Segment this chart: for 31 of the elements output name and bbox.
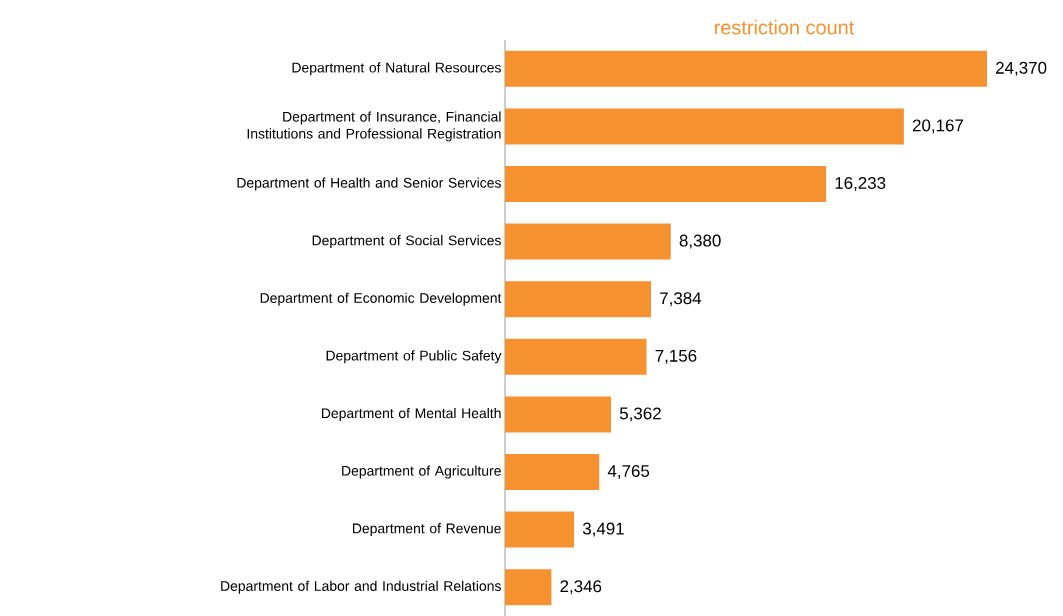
- y-tick-label: Department of Public Safety: [326, 350, 502, 364]
- bar: [505, 223, 671, 260]
- y-tick-label: Department of Economic Development: [260, 292, 502, 306]
- data-label: 24,370: [996, 61, 1047, 76]
- data-label: 2,346: [560, 580, 602, 595]
- data-label: 7,156: [655, 349, 697, 364]
- data-label: 20,167: [912, 119, 964, 134]
- bar: [505, 50, 988, 87]
- data-label: 8,380: [679, 234, 721, 249]
- chart-title: restriction count: [715, 19, 855, 35]
- bar: [505, 281, 652, 318]
- bar: [505, 166, 827, 202]
- bar: [505, 108, 904, 145]
- data-label: 4,765: [607, 465, 650, 480]
- bar: [505, 338, 647, 375]
- y-tick-label: Department of Health and Senior Services: [237, 177, 501, 191]
- y-tick-label: Department of Social Services: [312, 235, 501, 249]
- bar: [505, 454, 600, 491]
- y-tick-label: Department of Revenue: [352, 523, 501, 537]
- bar: [505, 569, 552, 606]
- y-tick-label: Department of Agriculture: [342, 465, 501, 479]
- data-label: 7,384: [660, 292, 702, 307]
- data-label: 3,491: [582, 522, 624, 537]
- bar: [505, 396, 612, 433]
- y-tick-label: Department of Insurance, Financial Institutions and Professional Registration: [247, 111, 501, 142]
- y-tick-label: Department of Mental Health: [321, 407, 501, 421]
- y-tick-label: Department of Labor and Industrial Relations: [221, 580, 501, 594]
- y-tick-label: Department of Natural Resources: [292, 62, 501, 76]
- bar: [505, 511, 575, 548]
- data-label: 16,233: [835, 177, 886, 192]
- data-label: 5,362: [619, 407, 661, 422]
